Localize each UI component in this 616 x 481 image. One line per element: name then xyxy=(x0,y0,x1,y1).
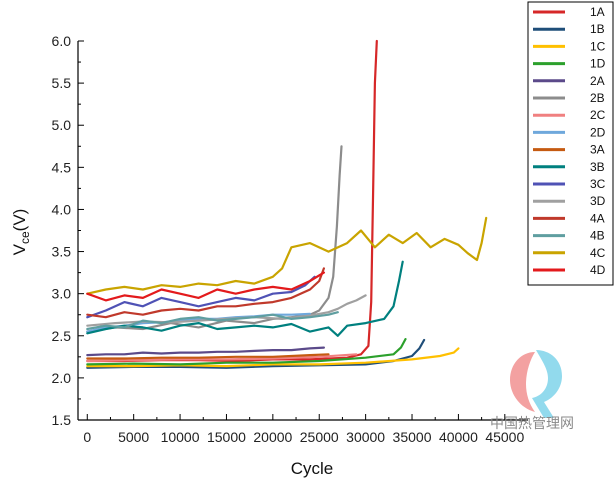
legend-label-1d: 1D xyxy=(590,57,606,71)
y-tick-label: 4.0 xyxy=(52,201,72,217)
series-lines xyxy=(86,39,488,369)
legend-label-4b: 4B xyxy=(590,229,605,243)
y-tick-label: 2.0 xyxy=(52,370,72,386)
legend-label-3a: 3A xyxy=(590,143,605,157)
legend-box xyxy=(527,1,614,286)
legend: 1A 1B 1C 1D 2A 2B 2C 2D 3A 3B 3C 3D 4A 4B 4C 4D xyxy=(527,1,614,286)
y-tick-label: 4.5 xyxy=(52,159,72,175)
x-tick-label: 45000 xyxy=(485,429,524,445)
y-tick-label: 5.5 xyxy=(52,75,72,91)
y-tick-label: 5.0 xyxy=(52,117,72,133)
legend-label-2d: 2D xyxy=(590,125,606,139)
x-tick-label: 30000 xyxy=(346,429,385,445)
legend-label-3c: 3C xyxy=(590,177,606,191)
series-line-4a xyxy=(86,267,325,319)
y-axis-title-main: V xyxy=(10,243,29,255)
legend-label-4c: 4C xyxy=(590,246,606,260)
series-line-3b xyxy=(86,260,404,337)
x-tick-label: 10000 xyxy=(161,429,200,445)
series-line-3c xyxy=(86,275,316,319)
x-tick-label: 0 xyxy=(83,429,91,445)
series-line-3a xyxy=(86,353,330,360)
x-tick-label: 35000 xyxy=(393,429,432,445)
legend-label-4d: 4D xyxy=(590,263,606,277)
legend-label-1b: 1B xyxy=(590,22,605,36)
y-axis-title-unit: (V) xyxy=(10,209,29,232)
x-tick-label: 25000 xyxy=(300,429,339,445)
y-tick-label: 2.5 xyxy=(52,328,72,344)
legend-label-3b: 3B xyxy=(590,160,605,174)
legend-label-2a: 2A xyxy=(590,74,605,88)
x-tick-label: 40000 xyxy=(439,429,478,445)
series-line-4b xyxy=(86,311,339,331)
legend-label-2b: 2B xyxy=(590,91,605,105)
y-axis-title: Vce(V) xyxy=(10,209,32,256)
x-tick-label: 15000 xyxy=(207,429,246,445)
y-tick-label: 6.0 xyxy=(52,33,72,49)
y-tick-label: 3.0 xyxy=(52,286,72,302)
y-tick-label: 1.5 xyxy=(52,412,72,428)
series-line-2c xyxy=(86,353,358,363)
y-axis-ticks: 1.5 2.0 2.5 3.0 3.5 4.0 4.5 5.0 5.5 6.0 xyxy=(52,33,84,428)
x-axis-ticks: 0 5000 10000 15000 20000 25000 30000 35000 40000… xyxy=(83,414,524,445)
y-tick-label: 3.5 xyxy=(52,244,72,260)
series-line-2a xyxy=(86,346,325,357)
x-tick-label: 5000 xyxy=(118,429,149,445)
legend-label-3d: 3D xyxy=(590,194,606,208)
y-axis-title-sub: ce xyxy=(18,231,32,244)
legend-label-1c: 1C xyxy=(590,39,606,53)
series-line-1c xyxy=(86,347,460,368)
watermark-logo-icon xyxy=(510,350,562,418)
series-line-1d xyxy=(86,338,407,366)
watermark: 中国热管理网 xyxy=(490,350,574,432)
x-axis-title: Cycle xyxy=(291,459,334,478)
legend-label-1a: 1A xyxy=(590,5,605,19)
x-tick-label: 20000 xyxy=(253,429,292,445)
series-line-4c xyxy=(86,216,488,295)
legend-label-2c: 2C xyxy=(590,108,606,122)
watermark-text: 中国热管理网 xyxy=(490,416,574,432)
legend-label-4a: 4A xyxy=(590,211,605,225)
series-line-4d xyxy=(86,271,325,302)
